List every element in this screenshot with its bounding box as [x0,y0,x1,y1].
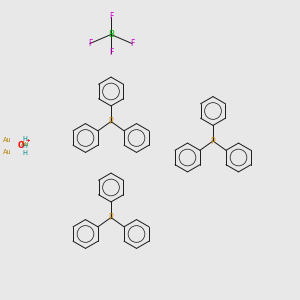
Text: +: + [26,139,30,143]
Text: Au: Au [21,141,30,147]
Text: F: F [109,48,113,57]
Text: O: O [17,141,24,150]
Text: H: H [22,143,27,149]
Text: P: P [109,213,113,222]
Text: F: F [130,39,134,48]
Text: F: F [88,39,92,48]
Text: H: H [22,136,27,142]
Text: P: P [211,136,215,146]
Text: H: H [22,150,27,156]
Text: P: P [109,117,113,126]
Text: F: F [109,12,113,21]
Text: B: B [108,30,114,39]
Text: Au: Au [3,148,12,154]
Text: Au: Au [3,136,12,142]
